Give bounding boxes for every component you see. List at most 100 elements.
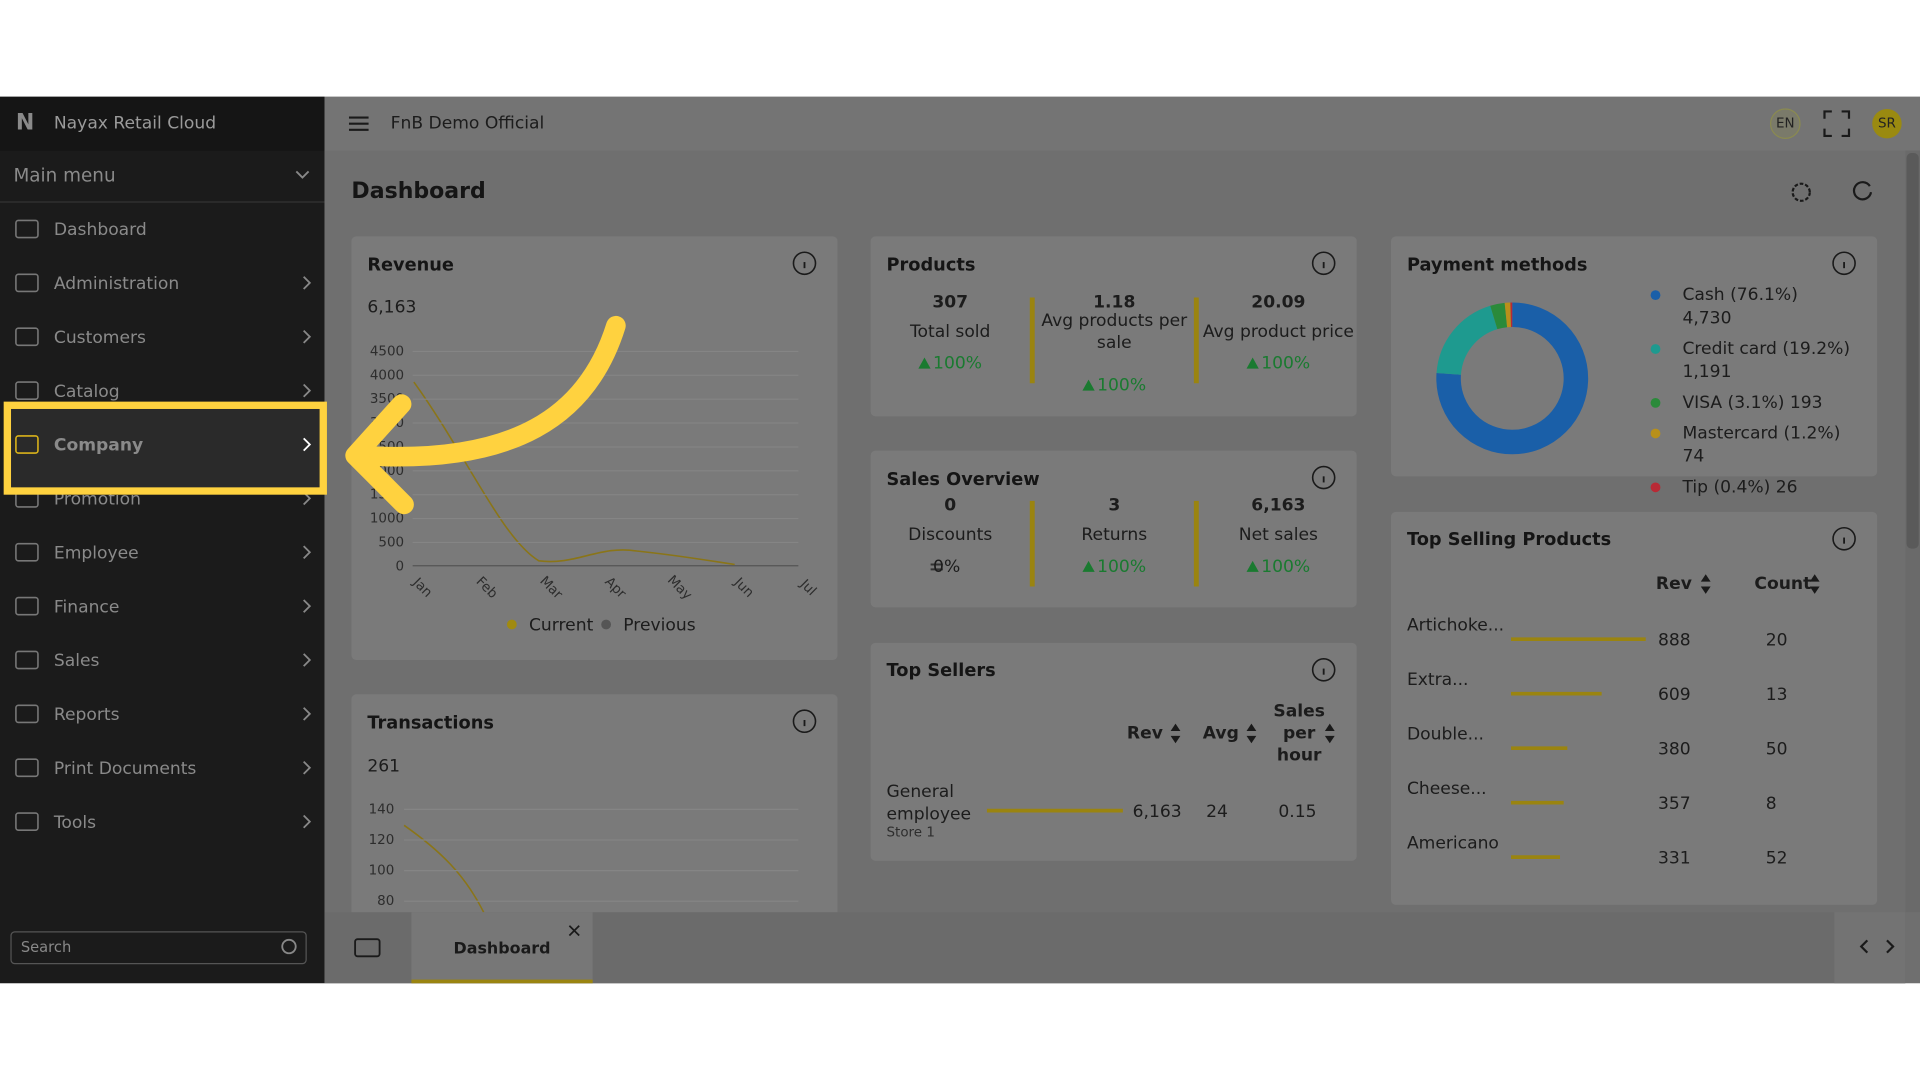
menu-icon	[15, 381, 39, 400]
menu-item[interactable]: Sales	[54, 651, 100, 671]
sidebar	[0, 96, 325, 984]
info-icon[interactable]	[1311, 657, 1336, 682]
stat-value: 3	[1108, 496, 1120, 516]
scroll-thumb[interactable]	[1906, 153, 1919, 549]
tab-close[interactable]	[568, 925, 580, 937]
tab-nav	[1834, 912, 1906, 984]
info-icon[interactable]	[1311, 251, 1336, 276]
cell: 357	[1658, 794, 1691, 814]
product-name: Extra...	[1407, 670, 1469, 690]
settings[interactable]	[1791, 182, 1811, 202]
search-icon[interactable]	[281, 938, 297, 955]
header	[324, 96, 1920, 151]
trend-up	[1082, 379, 1095, 391]
menu-title[interactable]: Main menu	[13, 165, 115, 186]
stat-value: 20.09	[1251, 292, 1305, 312]
arrow	[351, 315, 626, 467]
legend-label: Tip (0.4%) 26	[1681, 477, 1797, 497]
hamburger[interactable]	[348, 116, 369, 131]
info-icon[interactable]	[792, 251, 817, 276]
y-tick-label: 80	[377, 894, 394, 909]
stat-label: Avg products per sale	[1041, 311, 1188, 353]
search-box[interactable]	[10, 931, 307, 965]
avatar[interactable]	[1872, 108, 1902, 139]
content: Revenue 6,163 Current Previous Transacti…	[367, 251, 1856, 913]
stat-change: 100%	[1097, 557, 1146, 577]
column-header: Count	[1754, 574, 1811, 594]
menu-item[interactable]: Catalog	[54, 382, 120, 402]
stat-change: 100%	[933, 354, 982, 374]
seller-name: General employee	[887, 782, 972, 824]
legend-dot	[1650, 290, 1661, 300]
y-tick-label: 140	[369, 802, 395, 817]
menu-item[interactable]: Reports	[54, 705, 120, 725]
menu-icon	[15, 327, 39, 347]
card-title: Products	[887, 256, 976, 276]
fullscreen[interactable]	[1823, 110, 1851, 138]
tab-arrows[interactable]	[1859, 939, 1895, 954]
menu-item[interactable]: Dashboard	[54, 220, 147, 240]
tab[interactable]	[411, 912, 593, 984]
menu-item[interactable]: Print Documents	[54, 759, 197, 779]
cell: 50	[1766, 739, 1788, 759]
cell: 52	[1766, 848, 1788, 868]
product-name: Americano	[1407, 834, 1499, 854]
trend-flat	[930, 563, 943, 571]
sort-icon[interactable]	[1324, 723, 1335, 744]
card-title: Transactions	[367, 714, 494, 734]
legend-dot	[506, 619, 517, 630]
info-icon[interactable]	[1311, 465, 1336, 490]
stat-value: 1.18	[1093, 292, 1135, 312]
sort-icon[interactable]	[1700, 574, 1711, 594]
cell: 888	[1658, 630, 1691, 650]
stat-change: 100%	[1261, 557, 1310, 577]
menu-item[interactable]: Finance	[54, 597, 120, 617]
refresh[interactable]	[1852, 181, 1873, 201]
legend-label: VISA (3.1%) 193	[1682, 393, 1822, 413]
legend-dot	[1650, 428, 1661, 439]
legend-label: Cash (76.1%) 4,730	[1682, 285, 1797, 328]
y-tick-label: 0	[396, 559, 405, 574]
sort-icon[interactable]	[1246, 723, 1257, 744]
tabs-icon[interactable]	[354, 938, 381, 958]
cards	[351, 236, 1878, 927]
menu-item[interactable]: Tools	[53, 813, 96, 833]
brand-bar	[0, 96, 325, 151]
menu-icon	[15, 704, 39, 724]
info-icon[interactable]	[792, 709, 817, 734]
y-tick-label: 120	[369, 833, 395, 848]
trend-up	[1082, 560, 1095, 572]
y-tick-label: 1000	[370, 512, 404, 527]
menu-item[interactable]: Company	[54, 436, 143, 456]
cell: 331	[1658, 848, 1691, 868]
menu-item[interactable]: Administration	[54, 274, 179, 294]
menu-item[interactable]: Customers	[54, 328, 146, 348]
revenue-total: 6,163	[367, 297, 416, 317]
menu-item[interactable]: Employee	[54, 543, 139, 563]
sort-icon[interactable]	[1809, 574, 1820, 594]
trend-up	[1246, 560, 1259, 572]
legend-dot	[601, 619, 612, 630]
chevron	[303, 760, 312, 775]
card	[1391, 236, 1878, 477]
cell: 609	[1658, 685, 1691, 705]
seller-store: Store 1	[887, 826, 935, 841]
card	[870, 450, 1357, 608]
info-icon[interactable]	[1832, 526, 1856, 551]
info-icon[interactable]	[1832, 251, 1856, 276]
stat-change: 0%	[933, 557, 960, 577]
bottom-margin	[0, 983, 1920, 1080]
chevron	[303, 707, 312, 721]
stat-label: Returns	[1081, 525, 1147, 545]
menu-icon	[15, 650, 39, 670]
card-title: Payment methods	[1407, 256, 1588, 276]
menu-icon	[15, 596, 39, 616]
sort-icon[interactable]	[1170, 723, 1181, 744]
legend-dot	[1650, 344, 1661, 354]
stat-change: 100%	[1097, 376, 1146, 396]
column-header: Rev	[1127, 723, 1163, 743]
menu-icon	[15, 219, 39, 239]
lang-button[interactable]	[1770, 108, 1801, 139]
cell: 380	[1658, 739, 1691, 759]
